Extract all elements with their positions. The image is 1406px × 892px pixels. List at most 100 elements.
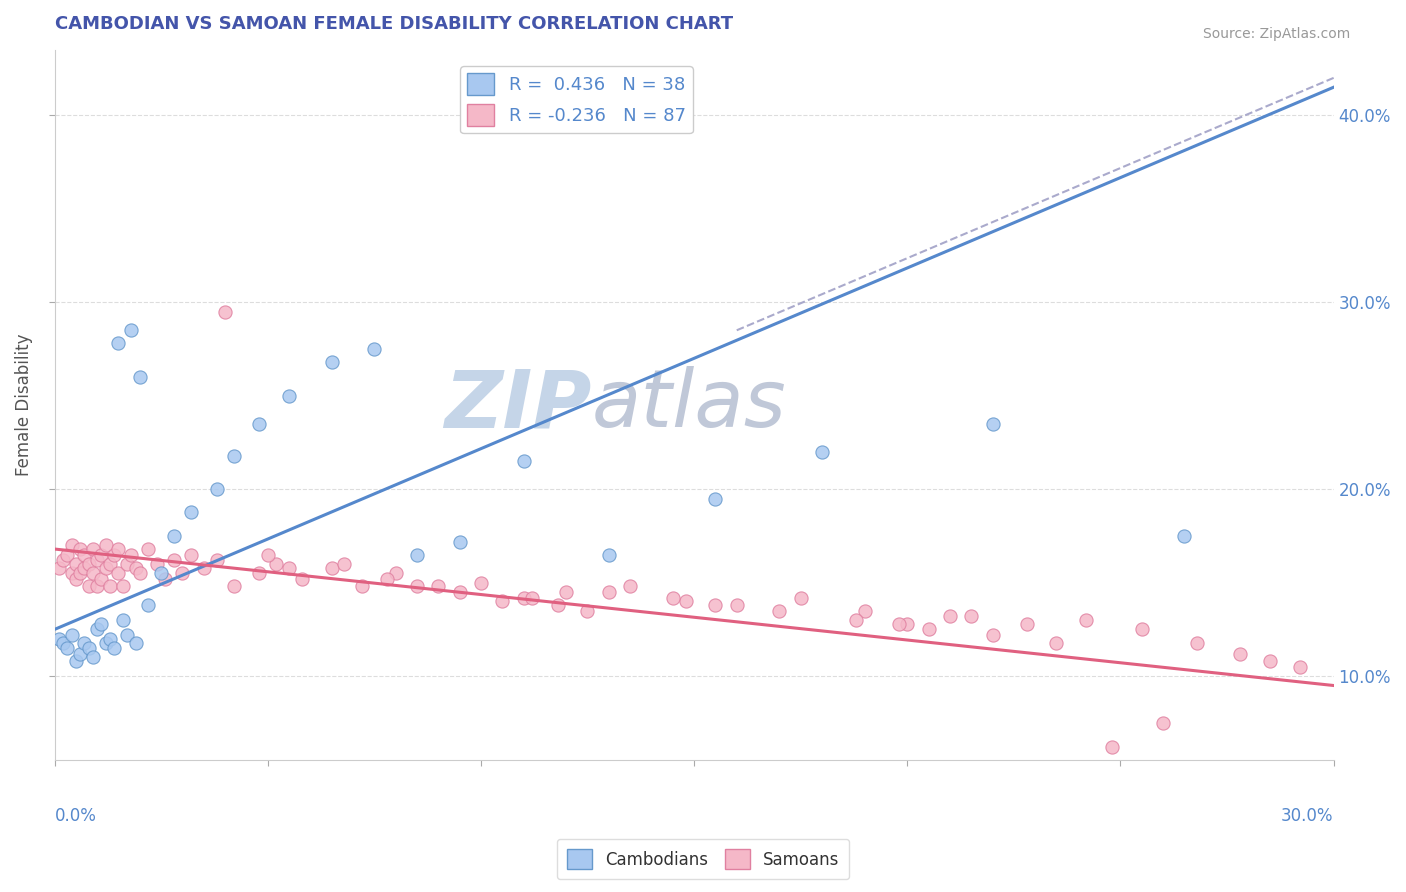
Point [981, 417, 1004, 431]
Point [115, 628, 138, 642]
Point [1045, 635, 1067, 649]
Point [48, 560, 70, 574]
Point [1076, 613, 1098, 627]
Point [172, 566, 194, 581]
Point [547, 598, 569, 612]
Point [321, 355, 343, 369]
Point [98, 579, 121, 593]
Point [120, 548, 142, 562]
Point [163, 529, 186, 543]
Point [86, 623, 108, 637]
Point [1130, 623, 1153, 637]
Point [77, 557, 100, 571]
Point [73, 548, 96, 562]
Point [555, 585, 578, 599]
Point [512, 454, 534, 468]
Point [56, 641, 79, 656]
Point [449, 585, 471, 599]
Point [887, 616, 910, 631]
Point [60, 566, 83, 581]
Point [205, 553, 228, 567]
Text: 30.0%: 30.0% [1281, 807, 1334, 825]
Point [86, 579, 108, 593]
Y-axis label: Female Disability: Female Disability [15, 334, 32, 476]
Point [406, 579, 429, 593]
Point [264, 557, 287, 571]
Legend: R =  0.436   N = 38, R = -0.236   N = 87: R = 0.436 N = 38, R = -0.236 N = 87 [460, 66, 693, 134]
Point [77, 579, 100, 593]
Legend: Cambodians, Samoans: Cambodians, Samoans [557, 838, 849, 880]
Point [1258, 654, 1281, 668]
Point [69, 647, 91, 661]
Point [180, 505, 202, 519]
Point [917, 623, 939, 637]
Point [704, 598, 727, 612]
Point [60, 628, 83, 642]
Point [82, 541, 104, 556]
Point [94, 538, 117, 552]
Point [69, 541, 91, 556]
Point [661, 591, 683, 605]
Point [48, 632, 70, 646]
Point [1173, 529, 1195, 543]
Point [103, 548, 125, 562]
Point [768, 604, 790, 618]
Point [1185, 635, 1208, 649]
Point [214, 304, 236, 318]
Point [278, 389, 301, 403]
Point [789, 591, 811, 605]
Point [90, 572, 112, 586]
Point [491, 594, 513, 608]
Point [222, 449, 245, 463]
Point [853, 604, 876, 618]
Text: ZIP: ZIP [444, 366, 592, 444]
Point [1101, 740, 1123, 755]
Point [86, 553, 108, 567]
Point [52, 635, 75, 649]
Point [82, 650, 104, 665]
Point [124, 635, 146, 649]
Point [247, 417, 270, 431]
Text: CAMBODIAN VS SAMOAN FEMALE DISABILITY CORRELATION CHART: CAMBODIAN VS SAMOAN FEMALE DISABILITY CO… [55, 15, 733, 33]
Point [52, 553, 75, 567]
Point [111, 613, 134, 627]
Point [193, 560, 215, 574]
Point [98, 632, 121, 646]
Point [278, 560, 301, 574]
Point [94, 635, 117, 649]
Point [1152, 715, 1174, 730]
Point [981, 628, 1004, 642]
Point [73, 635, 96, 649]
Point [1229, 647, 1251, 661]
Point [136, 598, 159, 612]
Point [619, 579, 641, 593]
Point [90, 616, 112, 631]
Point [128, 370, 150, 384]
Point [155, 572, 177, 586]
Point [321, 560, 343, 574]
Point [598, 585, 620, 599]
Point [512, 591, 534, 605]
Point [82, 566, 104, 581]
Point [896, 616, 918, 631]
Point [449, 534, 471, 549]
Point [470, 575, 492, 590]
Point [98, 557, 121, 571]
Point [136, 541, 159, 556]
Point [107, 566, 129, 581]
Point [406, 548, 429, 562]
Point [375, 572, 398, 586]
Point [69, 566, 91, 581]
Point [1015, 616, 1038, 631]
Point [103, 641, 125, 656]
Point [128, 566, 150, 581]
Point [811, 445, 834, 459]
Point [77, 641, 100, 656]
Point [205, 482, 228, 496]
Point [65, 557, 87, 571]
Point [56, 548, 79, 562]
Point [256, 548, 278, 562]
Point [350, 579, 373, 593]
Point [94, 560, 117, 574]
Point [107, 336, 129, 351]
